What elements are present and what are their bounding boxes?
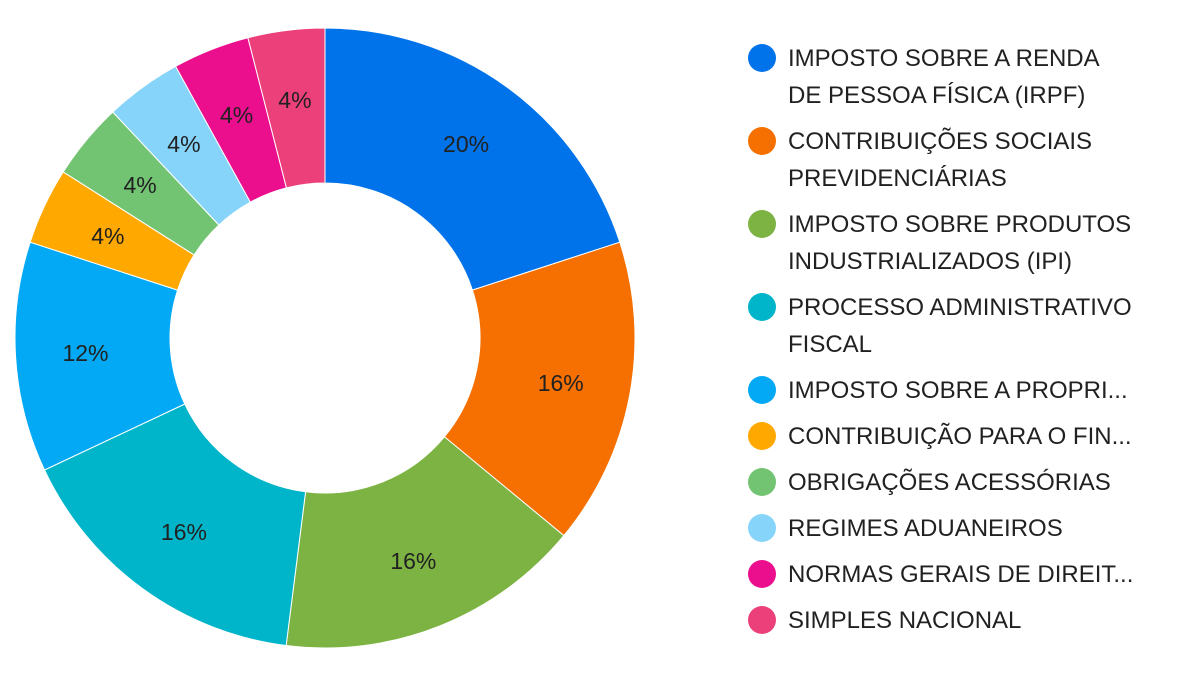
- legend-swatch-icon: [748, 468, 776, 496]
- legend-label: SIMPLES NACIONAL: [788, 607, 1022, 634]
- slice-value-label-1: 20%: [443, 131, 489, 157]
- slice-value-label-6: 4%: [91, 223, 124, 249]
- legend-swatch-icon: [748, 514, 776, 542]
- donut-slice-10[interactable]: [247, 27, 326, 189]
- legend-swatch-icon: [748, 127, 776, 155]
- legend-item-2[interactable]: CONTRIBUIÇÕES SOCIAIS PREVIDENCIÁRIAS: [748, 123, 1188, 197]
- slice-value-label-8: 4%: [167, 131, 200, 157]
- donut-slice-3[interactable]: [285, 436, 565, 649]
- slice-value-label-5: 12%: [62, 340, 108, 366]
- slice-value-label-4: 16%: [161, 519, 207, 545]
- slice-value-label-3: 16%: [390, 548, 436, 574]
- donut-slice-1[interactable]: [324, 27, 621, 291]
- legend-item-3[interactable]: IMPOSTO SOBRE PRODUTOS INDUSTRIALIZADOS …: [748, 206, 1188, 280]
- legend-item-7[interactable]: OBRIGAÇÕES ACESSÓRIAS: [748, 464, 1188, 501]
- slice-value-label-2: 16%: [538, 370, 584, 396]
- legend-item-1[interactable]: IMPOSTO SOBRE A RENDA DE PESSOA FÍSICA (…: [748, 40, 1188, 114]
- legend-label: IMPOSTO SOBRE A PROPRI...: [788, 377, 1128, 404]
- legend-swatch-icon: [748, 606, 776, 634]
- legend-item-10[interactable]: SIMPLES NACIONAL: [748, 602, 1188, 639]
- legend-label: REGIMES ADUANEIROS: [788, 515, 1063, 542]
- legend-item-5[interactable]: IMPOSTO SOBRE A PROPRI...: [748, 372, 1188, 409]
- donut-chart: 20% 16% 16% 16% 12% 4% 4% 4% 4% 4%: [14, 27, 636, 649]
- legend-item-9[interactable]: NORMAS GERAIS DE DIREIT...: [748, 556, 1188, 593]
- legend-label: OBRIGAÇÕES ACESSÓRIAS: [788, 469, 1111, 496]
- legend-label: CONTRIBUIÇÃO PARA O FIN...: [788, 423, 1132, 450]
- legend-swatch-icon: [748, 422, 776, 450]
- slice-value-label-10: 4%: [278, 87, 311, 113]
- chart-legend: IMPOSTO SOBRE A RENDA DE PESSOA FÍSICA (…: [748, 40, 1188, 648]
- donut-slice-4[interactable]: [43, 403, 307, 647]
- legend-label: IMPOSTO SOBRE PRODUTOS INDUSTRIALIZADOS …: [788, 211, 1132, 275]
- legend-swatch-icon: [748, 44, 776, 72]
- legend-item-6[interactable]: CONTRIBUIÇÃO PARA O FIN...: [748, 418, 1188, 455]
- legend-label: NORMAS GERAIS DE DIREIT...: [788, 561, 1134, 588]
- legend-swatch-icon: [748, 293, 776, 321]
- legend-item-8[interactable]: REGIMES ADUANEIROS: [748, 510, 1188, 547]
- legend-label: CONTRIBUIÇÕES SOCIAIS PREVIDENCIÁRIAS: [788, 128, 1093, 192]
- legend-label: IMPOSTO SOBRE A RENDA DE PESSOA FÍSICA (…: [788, 45, 1100, 109]
- donut-slice-2[interactable]: [443, 241, 636, 537]
- legend-swatch-icon: [748, 210, 776, 238]
- legend-swatch-icon: [748, 376, 776, 404]
- legend-item-4[interactable]: PROCESSO ADMINISTRATIVO FISCAL: [748, 289, 1188, 363]
- legend-label: PROCESSO ADMINISTRATIVO FISCAL: [788, 294, 1132, 358]
- slice-value-label-7: 4%: [123, 172, 156, 198]
- slice-value-label-9: 4%: [220, 102, 253, 128]
- legend-swatch-icon: [748, 560, 776, 588]
